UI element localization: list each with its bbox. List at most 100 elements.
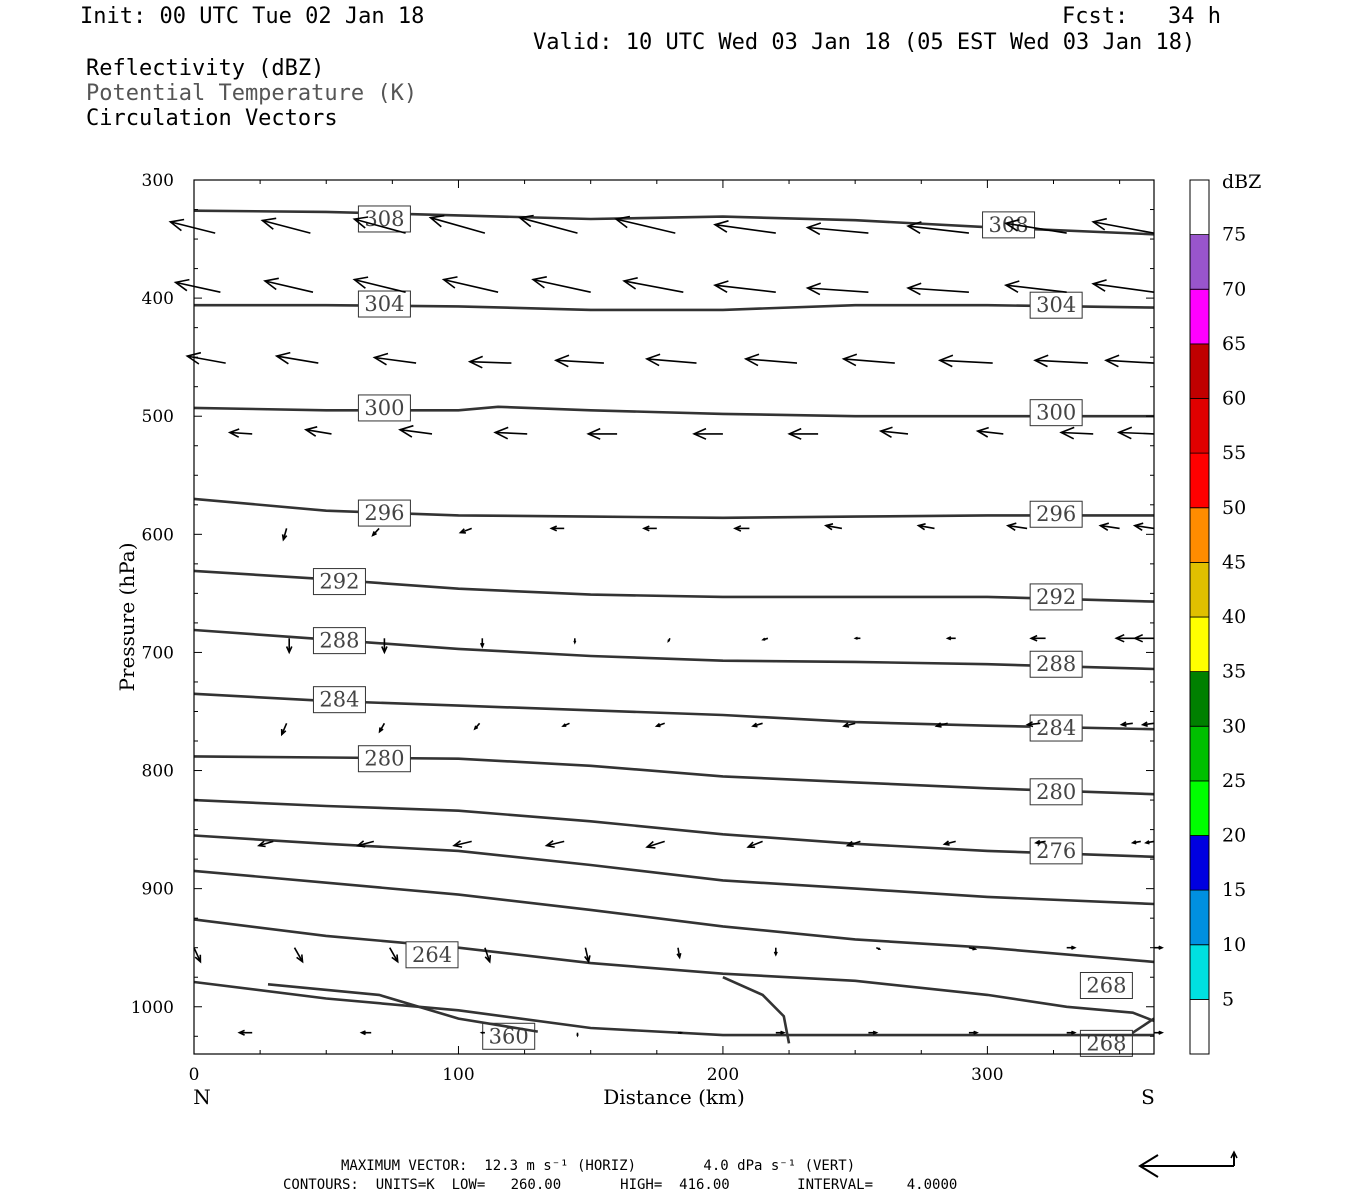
circulation-vector-head — [584, 955, 591, 964]
circulation-vector-head — [853, 636, 858, 640]
circulation-vector — [880, 430, 909, 435]
contour-label-box-304 — [1029, 291, 1083, 319]
contour-label-box-268 — [1079, 971, 1133, 999]
circulation-vector-head — [780, 1030, 786, 1035]
circulation-vector-head — [1059, 426, 1075, 440]
circulation-vector — [623, 280, 684, 293]
contour-label-292: 292 — [319, 570, 359, 594]
contour-line-304 — [194, 303, 1155, 312]
y-tick-label: 400 — [142, 289, 174, 309]
circulation-vector-head — [1005, 522, 1017, 531]
circulation-vector-head — [493, 426, 509, 440]
circulation-vector — [1005, 284, 1067, 293]
colorbar-tick-label: 20 — [1222, 825, 1246, 847]
circulation-vector — [484, 947, 491, 962]
y-axis-label: Pressure (hPa) — [115, 543, 139, 692]
circulation-vector-head — [1071, 1030, 1077, 1035]
circulation-vector-head — [549, 525, 558, 532]
contour-label-264: 264 — [412, 943, 452, 967]
contour-label-268: 268 — [1086, 973, 1126, 997]
contour-line-296 — [193, 497, 1154, 520]
circulation-vector — [745, 358, 798, 364]
contour-label-box-360 — [482, 1022, 536, 1050]
contour-label-300: 300 — [364, 396, 404, 420]
colorbar-segment — [1189, 725, 1210, 782]
circulation-vector — [939, 359, 993, 364]
circulation-vector-head — [1144, 840, 1150, 845]
colorbar-tick-label: 50 — [1222, 497, 1246, 519]
circulation-vector — [1105, 359, 1155, 364]
colorbar-segment — [1189, 944, 1210, 1000]
circulation-vector-head — [352, 276, 369, 289]
contour-label-284: 284 — [319, 688, 359, 712]
circulation-vector — [1035, 359, 1088, 364]
circulation-vector — [229, 431, 253, 435]
contour-label-276: 276 — [1036, 839, 1076, 863]
circulation-vector-head — [381, 646, 388, 655]
colorbar-segment — [1189, 616, 1210, 672]
colorbar-segment — [1189, 671, 1210, 727]
contour-line-300 — [193, 405, 1154, 418]
circulation-vector-head — [452, 840, 463, 848]
colorbar-segment — [1189, 343, 1210, 399]
circulation-vector — [443, 278, 499, 293]
circulation-vector-head — [398, 424, 414, 438]
colorbar-segment — [1189, 288, 1210, 345]
circulation-vector-head — [257, 840, 266, 848]
colorbar-segment — [1189, 889, 1210, 946]
circulation-vector-head — [185, 351, 202, 365]
contour-line-unlabeled-8 — [193, 798, 1155, 859]
circulation-vector — [357, 840, 375, 847]
circulation-vector-head — [751, 722, 758, 728]
y-tick-label: 800 — [142, 762, 174, 782]
forecast-hour: Fcst: 34 h — [1062, 4, 1221, 29]
circulation-vector-head — [576, 1034, 579, 1038]
circulation-vector-head — [654, 722, 661, 728]
circulation-vector-head — [841, 353, 858, 367]
contour-label-288: 288 — [319, 629, 359, 653]
colorbar-title: dBZ — [1222, 171, 1261, 193]
circulation-vector-head — [458, 528, 466, 534]
circulation-vector — [546, 840, 565, 847]
circulation-vector — [354, 278, 406, 293]
circulation-vector — [747, 840, 763, 848]
contour-label-296: 296 — [364, 501, 404, 525]
circulation-vector-head — [553, 354, 570, 368]
colorbar-segment — [1189, 999, 1210, 1055]
circulation-vector — [908, 225, 969, 234]
y-tick-label: 600 — [142, 525, 174, 545]
colorbar-tick-label: 70 — [1222, 278, 1246, 300]
circulation-vector-head — [1114, 633, 1125, 643]
contour-label-280: 280 — [364, 747, 404, 771]
circulation-vector — [714, 284, 776, 293]
x-axis-label: Distance (km) — [603, 1085, 745, 1109]
plot-frame — [193, 179, 1155, 1055]
colorbar-tick-label: 75 — [1222, 224, 1246, 246]
circulation-vector — [460, 527, 472, 534]
circulation-vector — [646, 840, 665, 848]
circulation-vector-head — [371, 531, 377, 537]
contour-label-box-292 — [1029, 583, 1083, 611]
circulation-vector — [193, 947, 202, 963]
circulation-vector-head — [531, 276, 547, 289]
reference-vector — [1138, 1150, 1238, 1178]
circulation-vector — [807, 287, 869, 293]
circulation-vector-head — [676, 953, 682, 960]
contour-label-box-304 — [357, 290, 411, 318]
circulation-vector — [469, 360, 512, 364]
circulation-vector — [354, 218, 406, 234]
circulation-vector-head — [296, 954, 304, 964]
y-tick-label: 300 — [142, 171, 174, 191]
field-potential-temperature: Potential Temperature (K) — [86, 81, 418, 106]
colorbar-segment — [1189, 780, 1210, 836]
circulation-vector — [615, 218, 676, 234]
y-tick-label: 700 — [142, 643, 174, 663]
contour-label-box-296 — [1029, 500, 1083, 528]
colorbar-tick-label: 65 — [1222, 333, 1246, 355]
circulation-vector — [918, 524, 935, 530]
circulation-vector-head — [1071, 945, 1077, 950]
circulation-vector — [584, 947, 590, 962]
circulation-vector-head — [1034, 839, 1041, 845]
colorbar-tick-label: 30 — [1222, 715, 1246, 737]
circulation-vector-head — [773, 951, 778, 957]
